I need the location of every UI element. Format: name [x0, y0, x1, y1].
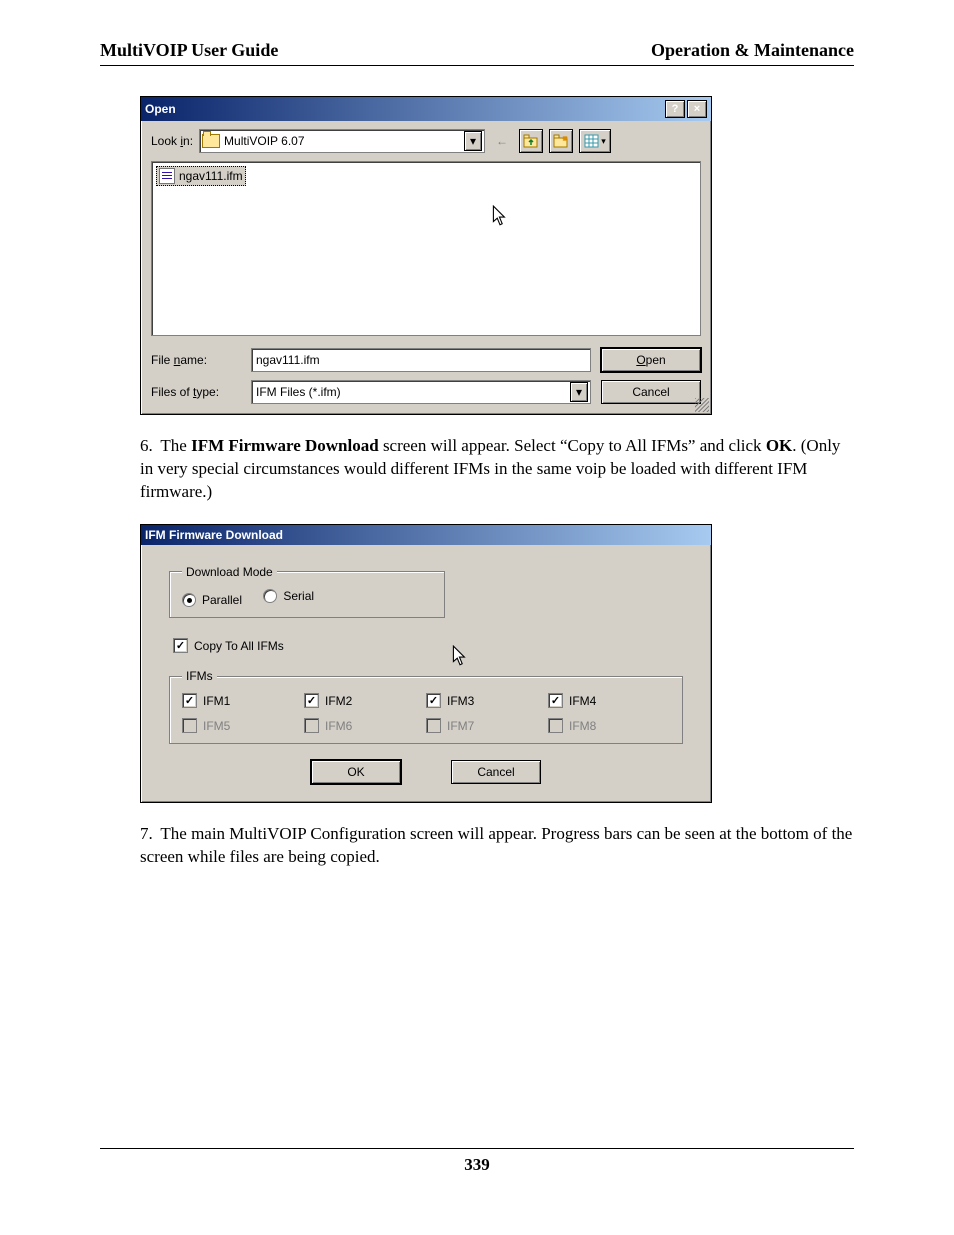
ifm-dialog-title: IFM Firmware Download — [145, 528, 283, 542]
ifm5-checkbox: IFM5 — [182, 718, 286, 733]
ifms-group: IFMs ✓IFM1 ✓IFM2 ✓IFM3 ✓IFM4 IFM5 IFM6 I… — [169, 669, 683, 744]
filename-label: File name: — [151, 353, 241, 367]
look-in-combo[interactable]: MultiVOIP 6.07 ▾ — [199, 129, 485, 153]
look-in-value: MultiVOIP 6.07 — [224, 134, 464, 148]
open-button[interactable]: Open — [601, 348, 701, 372]
file-list[interactable]: ngav111.ifm — [151, 161, 701, 336]
back-icon[interactable]: ← — [491, 130, 513, 152]
folder-icon — [202, 134, 220, 148]
help-icon[interactable]: ? — [665, 100, 685, 118]
ifms-legend: IFMs — [182, 669, 217, 683]
filetype-combo[interactable]: IFM Files (*.ifm) ▾ — [251, 380, 591, 404]
parallel-radio[interactable]: Parallel — [182, 593, 242, 607]
filetype-value: IFM Files (*.ifm) — [256, 385, 570, 399]
serial-radio[interactable]: Serial — [263, 589, 314, 603]
look-in-label: Look in: — [151, 134, 193, 148]
file-list-item[interactable]: ngav111.ifm — [156, 166, 246, 186]
header-right: Operation & Maintenance — [651, 40, 854, 61]
document-page: MultiVOIP User Guide Operation & Mainten… — [0, 0, 954, 1235]
cancel-button[interactable]: Cancel — [451, 760, 541, 784]
ifm-dialog-titlebar: IFM Firmware Download — [141, 525, 711, 545]
up-folder-icon[interactable] — [519, 129, 543, 153]
page-header: MultiVOIP User Guide Operation & Mainten… — [100, 40, 854, 66]
dropdown-arrow-icon[interactable]: ▾ — [464, 131, 482, 151]
ifm1-checkbox[interactable]: ✓IFM1 — [182, 693, 286, 708]
ifm2-checkbox[interactable]: ✓IFM2 — [304, 693, 408, 708]
view-menu-icon[interactable]: ▾ — [579, 129, 611, 153]
resize-grip-icon[interactable] — [695, 398, 709, 412]
list-number: 6. — [140, 435, 160, 458]
ifm6-checkbox: IFM6 — [304, 718, 408, 733]
ok-button[interactable]: OK — [311, 760, 401, 784]
new-folder-icon[interactable] — [549, 129, 573, 153]
page-number: 339 — [100, 1148, 854, 1175]
filename-input[interactable]: ngav111.ifm — [251, 348, 591, 372]
filename-value: ngav111.ifm — [256, 353, 320, 367]
filetype-label: Files of type: — [151, 385, 241, 399]
dropdown-arrow-icon[interactable]: ▾ — [570, 382, 588, 402]
list-number: 7. — [140, 823, 160, 846]
open-dialog-titlebar: Open ? × — [141, 97, 711, 121]
paragraph-7: 7.The main MultiVOIP Configuration scree… — [140, 823, 854, 869]
cancel-button[interactable]: Cancel — [601, 380, 701, 404]
open-dialog-title: Open — [145, 102, 176, 116]
download-mode-legend: Download Mode — [182, 565, 277, 579]
download-mode-group: Download Mode Parallel Serial — [169, 565, 445, 619]
ifm4-checkbox[interactable]: ✓IFM4 — [548, 693, 652, 708]
open-dialog: Open ? × Look in: MultiVOIP 6.07 ▾ ← ▾ — [140, 96, 712, 415]
cursor-icon — [451, 645, 469, 670]
ifm7-checkbox: IFM7 — [426, 718, 530, 733]
header-left: MultiVOIP User Guide — [100, 40, 278, 61]
ifm-dialog: IFM Firmware Download Download Mode Para… — [140, 524, 712, 804]
copy-to-all-checkbox[interactable]: ✓ Copy To All IFMs — [173, 638, 284, 653]
ifm8-checkbox: IFM8 — [548, 718, 652, 733]
close-icon[interactable]: × — [687, 100, 707, 118]
file-item-name: ngav111.ifm — [179, 169, 243, 183]
file-icon — [159, 168, 175, 184]
paragraph-6: 6.The IFM Firmware Download screen will … — [140, 435, 854, 504]
ifm3-checkbox[interactable]: ✓IFM3 — [426, 693, 530, 708]
